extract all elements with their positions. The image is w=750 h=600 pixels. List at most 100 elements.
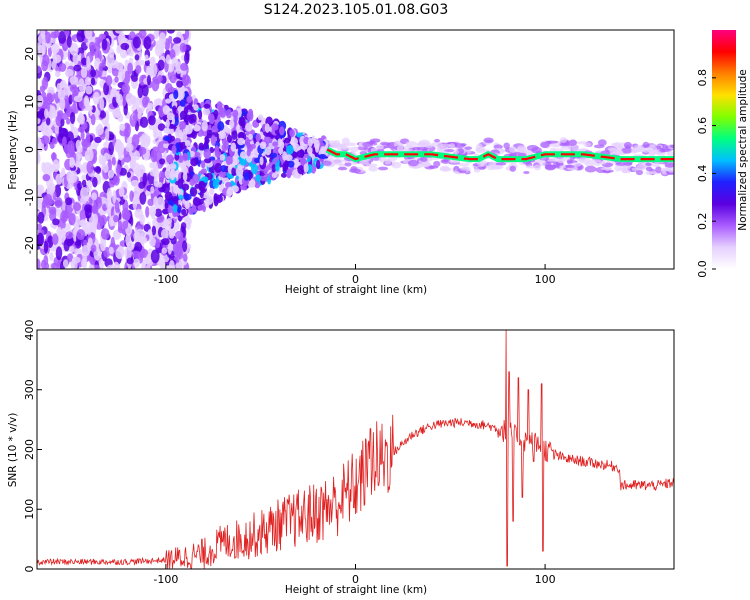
spectrogram-blob <box>583 142 592 148</box>
spectrogram-blob <box>52 233 59 245</box>
spectrogram-blob <box>199 190 204 199</box>
spectrogram-blob <box>139 116 149 128</box>
spectrogram-blob <box>115 92 121 104</box>
spectrogram-blob <box>458 170 467 174</box>
spectrogram-blob <box>119 123 126 132</box>
spectrogram-blob <box>64 68 74 78</box>
spectrogram-blob <box>433 138 441 143</box>
spectrogram-blob <box>257 114 264 121</box>
spectrogram-blob <box>37 33 47 45</box>
spectrogram-blob <box>37 110 45 119</box>
spectrogram-blob <box>37 150 40 164</box>
spectrogram-blob <box>431 141 443 148</box>
spectrogram-blob <box>125 233 131 247</box>
spectrogram-blob <box>155 240 161 249</box>
y-tick-label: -10 <box>23 188 36 206</box>
spectrogram-blob <box>198 142 205 151</box>
spectrogram-blob <box>185 218 192 230</box>
spectrogram-blob <box>202 107 211 116</box>
spectrogram-blob <box>203 158 212 164</box>
spectrogram-blob <box>115 30 125 34</box>
spectrogram-blob <box>193 197 201 207</box>
spectrogram-blob <box>150 56 156 66</box>
spectrogram-blob <box>131 75 138 82</box>
spectrogram-blob <box>380 142 391 146</box>
x-tick-label: -100 <box>153 573 178 586</box>
spectrogram-blob <box>160 261 166 269</box>
spectrogram-blob <box>154 30 159 38</box>
spectrogram-blob <box>69 111 76 124</box>
spectrogram-blob <box>167 70 173 80</box>
spectrogram-blob <box>138 181 146 189</box>
spectrogram-blob <box>172 37 182 44</box>
spectrogram-blob <box>369 138 381 143</box>
spectrogram-blob <box>635 169 644 176</box>
spectrogram-blob <box>105 75 113 86</box>
spectrogram-blob <box>84 76 92 86</box>
spectrogram-blob <box>86 179 92 193</box>
spectrogram-blob <box>233 115 238 123</box>
spectrogram-blob <box>77 114 85 125</box>
spectrogram-blob <box>149 64 154 77</box>
spectrogram-blob <box>98 63 103 77</box>
spectrogram-blob <box>122 220 129 230</box>
spectrogram-blob <box>45 31 51 44</box>
spectrogram-blob <box>66 35 72 48</box>
spectrogram-blob <box>271 172 278 179</box>
spectrogram-blob <box>88 264 95 269</box>
x-tick-label: 0 <box>352 573 359 586</box>
spectrogram-blob <box>624 162 633 166</box>
spectrogram-blob <box>154 43 164 57</box>
spectrogram-blob <box>271 123 279 131</box>
spectrogram-blob <box>40 259 47 269</box>
spectrogram-blob <box>119 167 127 176</box>
spectrogram-blob <box>378 166 389 171</box>
spectrogram-blob <box>178 194 184 200</box>
spectrogram-blob <box>303 163 309 173</box>
spectrogram-blob <box>111 156 116 166</box>
spectrogram-blob <box>170 168 176 178</box>
spectrogram-blob <box>133 258 141 268</box>
spectrogram-blob <box>86 55 91 69</box>
spectrogram-blob <box>309 138 317 144</box>
spectrogram-blob <box>133 241 143 254</box>
spectrogram-blob <box>647 145 658 153</box>
spectrogram-blob <box>125 143 134 153</box>
spectrogram-blob <box>214 162 222 174</box>
spectrogram-blob <box>186 96 193 104</box>
spectrogram-blob <box>64 223 71 232</box>
spectrogram-blob <box>179 120 187 130</box>
spectrogram-blob <box>598 161 606 165</box>
spectrogram-blob <box>315 159 321 170</box>
spectrogram-blob <box>149 237 157 247</box>
spectrogram-blob <box>167 242 173 255</box>
spectrogram-blob <box>120 42 130 51</box>
spectrogram-blob <box>90 244 97 253</box>
spectrogram-blob <box>412 146 421 151</box>
spectrogram-blob <box>200 168 207 175</box>
spectrogram-blob <box>204 139 209 150</box>
spectrogram-blob <box>113 110 121 117</box>
spectrogram-blob <box>114 141 120 152</box>
spectrogram-blob <box>144 54 149 62</box>
spectrogram-blob <box>533 164 542 171</box>
spectrogram-blob <box>559 137 568 143</box>
y-tick-label: 10 <box>23 95 36 109</box>
spectrogram-blob <box>282 161 289 172</box>
spectrogram-blob <box>48 206 57 215</box>
spectrogram-y-ticks: -20 -10 0 10 20 <box>23 47 42 254</box>
spectrogram-blob <box>122 193 129 200</box>
spectrogram-blob <box>278 147 284 155</box>
spectrogram-blob <box>198 181 206 192</box>
spectrogram-blob <box>584 165 597 173</box>
spectrogram-blob <box>396 145 404 152</box>
spectrogram-blob <box>72 52 79 66</box>
spectrogram-blob <box>165 82 173 93</box>
spectrogram-blob <box>92 213 99 227</box>
spectrogram-blob <box>210 135 217 146</box>
spectrogram-blob <box>589 159 602 163</box>
spectrogram-blob <box>160 238 170 246</box>
spectrogram-blob <box>251 163 258 175</box>
spectrogram-blob <box>509 145 517 153</box>
spectrogram-blob <box>289 129 295 138</box>
